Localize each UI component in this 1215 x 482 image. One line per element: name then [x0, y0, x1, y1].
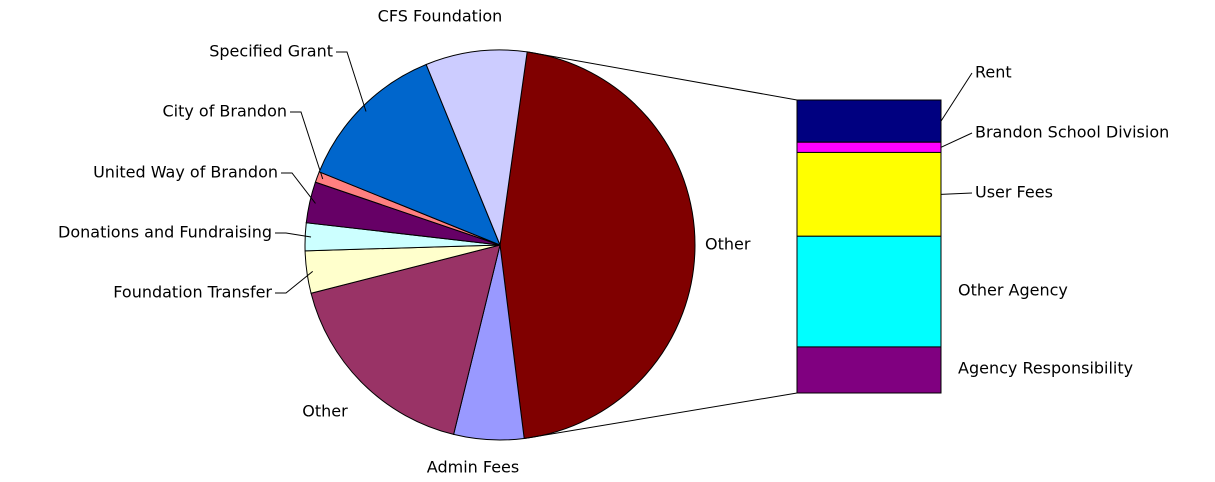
connector-line [527, 51, 798, 101]
pie-slice [310, 244, 501, 436]
bar-segment [796, 151, 942, 237]
bar-segment [796, 235, 942, 348]
leader-line [940, 72, 973, 122]
bar-segment [796, 346, 942, 394]
slice-label: Other [302, 402, 348, 421]
slice-label: City of Brandon [162, 102, 287, 121]
slice-label: Specified Grant [209, 42, 333, 61]
slice-label: Admin Fees [427, 458, 519, 477]
leader-line [275, 232, 312, 238]
leader-line [290, 111, 324, 180]
leader-line [940, 132, 973, 148]
slice-label: Donations and Fundraising [58, 223, 272, 242]
leader-line [336, 51, 367, 112]
slice-label: United Way of Brandon [93, 163, 278, 182]
slice-label: Foundation Transfer [113, 283, 272, 302]
bar-label: User Fees [975, 183, 1053, 202]
pie-slice [499, 51, 696, 440]
pie-slice [425, 49, 528, 247]
leader-line [281, 172, 316, 204]
slice-label: CFS Foundation [378, 7, 503, 26]
bar-segment [796, 141, 942, 153]
connector-line [524, 392, 798, 439]
bar-label: Brandon School Division [975, 123, 1169, 142]
pie-slice [318, 63, 501, 246]
bar-label: Rent [975, 63, 1012, 82]
bar-segment [796, 99, 942, 143]
bar-label: Agency Responsibility [958, 359, 1133, 378]
leader-line [275, 271, 314, 294]
slice-label: Other [705, 235, 751, 254]
leader-line [940, 192, 973, 195]
bar-label: Other Agency [958, 281, 1068, 300]
